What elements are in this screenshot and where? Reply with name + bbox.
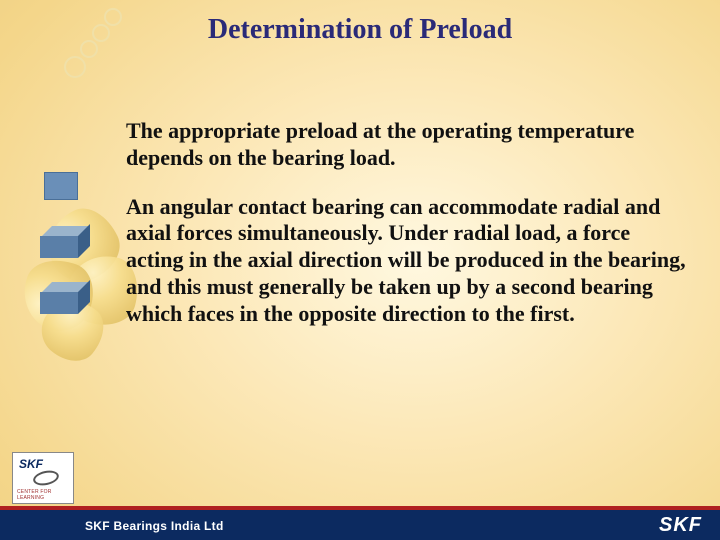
footer-company: SKF Bearings India Ltd (85, 519, 224, 533)
slide-body: The appropriate preload at the operating… (126, 118, 686, 350)
footer-brand: SKF (659, 514, 702, 537)
bearing-icon (32, 468, 60, 487)
skf-mini-text: SKF (19, 457, 43, 471)
decor-cube (40, 282, 78, 314)
paragraph: The appropriate preload at the operating… (126, 118, 686, 172)
slide: Determination of Preload The appropriate… (0, 0, 720, 540)
footer-bar: SKF Bearings India Ltd SKF (0, 510, 720, 540)
paragraph: An angular contact bearing can accommoda… (126, 194, 686, 328)
decor-cube (40, 226, 78, 258)
skf-logo-box: SKF CENTER FOR LEARNING (12, 452, 74, 504)
slide-title: Determination of Preload (0, 14, 720, 46)
decor-square (44, 172, 78, 200)
logo-subtext: CENTER FOR LEARNING (17, 489, 73, 501)
decor-circle (64, 56, 86, 78)
